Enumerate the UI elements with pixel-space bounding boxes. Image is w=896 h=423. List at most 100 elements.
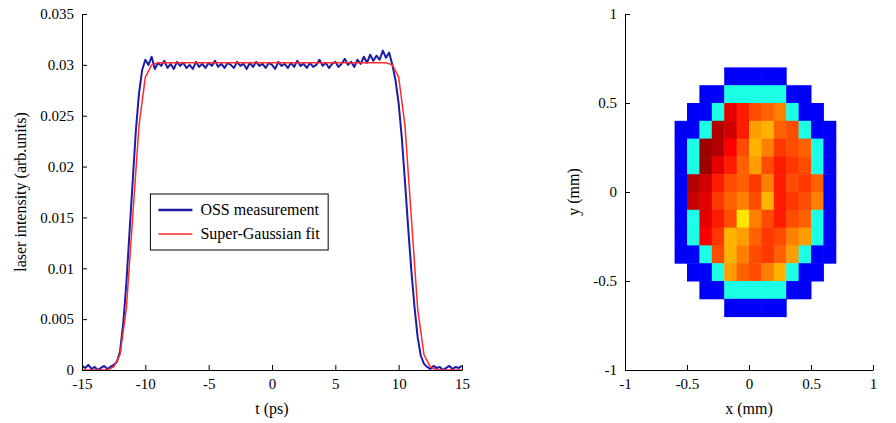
tick-label: 0.5 xyxy=(598,95,617,111)
tick-label: 0.015 xyxy=(40,210,74,226)
tick-mark xyxy=(625,192,630,193)
heat-cell xyxy=(823,156,836,174)
legend: OSS measurement Super-Gaussian fit xyxy=(150,194,328,250)
tick-mark xyxy=(82,370,87,371)
tick: -5 xyxy=(203,365,216,392)
heat-cell xyxy=(699,139,712,157)
tick: 10 xyxy=(392,365,407,392)
heat-cell xyxy=(761,192,774,210)
tick-mark xyxy=(811,365,812,370)
heat-cell xyxy=(749,174,762,192)
tick: 0.02 xyxy=(48,159,87,175)
heat-cell xyxy=(811,156,824,174)
heat-cell xyxy=(699,245,712,263)
heat-cell xyxy=(675,245,688,263)
tick: 15 xyxy=(455,365,470,392)
heatmap-chart: -1-0.500.51-1-0.500.51x (mm)y (mm) xyxy=(565,6,877,418)
heat-cell xyxy=(774,103,787,121)
heat-cell xyxy=(799,245,812,263)
heat-cell xyxy=(774,67,787,85)
heat-cell xyxy=(786,210,799,228)
heat-cell xyxy=(799,210,812,228)
tick-mark xyxy=(209,365,210,370)
series-line xyxy=(82,51,462,370)
tick-mark xyxy=(625,281,630,282)
heat-cell xyxy=(799,103,812,121)
tick-label: 0.01 xyxy=(48,261,74,277)
tick: 0 xyxy=(67,362,88,378)
heat-cell xyxy=(737,139,750,157)
heat-cell xyxy=(712,156,725,174)
heat-cell xyxy=(724,139,737,157)
heat-cell xyxy=(699,228,712,246)
tick-label: 0 xyxy=(610,184,618,200)
heat-cell xyxy=(761,281,774,299)
axis-line xyxy=(82,15,83,371)
tick-label: 1 xyxy=(610,6,618,22)
heat-cell xyxy=(823,245,836,263)
heat-cell xyxy=(737,263,750,281)
heat-cell xyxy=(774,281,787,299)
heat-cell xyxy=(712,85,725,103)
heat-cell xyxy=(749,139,762,157)
heat-cell xyxy=(761,263,774,281)
heat-cell xyxy=(749,263,762,281)
heat-cell xyxy=(675,210,688,228)
tick-mark xyxy=(625,103,630,104)
series-line xyxy=(82,63,462,370)
heat-cell xyxy=(774,245,787,263)
tick-mark xyxy=(462,365,463,370)
heat-cell xyxy=(811,103,824,121)
tick-mark xyxy=(399,365,400,370)
tick: 0.01 xyxy=(48,261,87,277)
tick-label: 0 xyxy=(67,362,75,378)
heat-cell xyxy=(699,85,712,103)
heat-cell xyxy=(687,210,700,228)
tick-label: 10 xyxy=(392,376,407,392)
tick-label: -10 xyxy=(136,376,156,392)
heat-cell xyxy=(749,228,762,246)
heat-cell xyxy=(786,192,799,210)
heat-cell xyxy=(712,192,725,210)
heat-cell xyxy=(799,121,812,139)
tick-label: 0.025 xyxy=(40,108,74,124)
x-axis-title: x (mm) xyxy=(725,400,773,418)
tick: 0 xyxy=(610,184,631,200)
legend-label: Super-Gaussian fit xyxy=(200,225,320,243)
heat-cell xyxy=(761,210,774,228)
heat-cell xyxy=(737,85,750,103)
heat-cell xyxy=(761,121,774,139)
heat-cell xyxy=(761,245,774,263)
heat-cell xyxy=(687,192,700,210)
heat-cell xyxy=(786,281,799,299)
y-axis: -1-0.500.51 xyxy=(593,6,630,378)
heat-cell xyxy=(774,228,787,246)
heat-cell xyxy=(774,192,787,210)
heat-cell xyxy=(699,156,712,174)
tick: -0.5 xyxy=(676,365,700,392)
tick-mark xyxy=(82,65,87,66)
heat-cell xyxy=(724,228,737,246)
tick-mark xyxy=(82,14,87,15)
heat-cell xyxy=(712,245,725,263)
y-axis: 00.0050.010.0150.020.0250.030.035 xyxy=(40,6,87,378)
heat-cell xyxy=(761,85,774,103)
heat-cell xyxy=(811,263,824,281)
heat-cell xyxy=(761,156,774,174)
heat-cell xyxy=(699,210,712,228)
tick-mark xyxy=(625,14,630,15)
heat-cell xyxy=(724,299,737,317)
tick-mark xyxy=(82,116,87,117)
legend-label: OSS measurement xyxy=(200,201,319,218)
axis-line xyxy=(626,370,874,371)
heat-cell xyxy=(761,174,774,192)
tick: 1 xyxy=(870,365,878,392)
heat-cell xyxy=(799,281,812,299)
tick: 0.035 xyxy=(40,6,87,22)
heat-cell xyxy=(712,174,725,192)
tick: 0.03 xyxy=(48,57,87,73)
tick-label: 0.5 xyxy=(802,376,821,392)
heat-cell xyxy=(749,281,762,299)
heat-cell xyxy=(675,228,688,246)
heat-cell xyxy=(687,245,700,263)
